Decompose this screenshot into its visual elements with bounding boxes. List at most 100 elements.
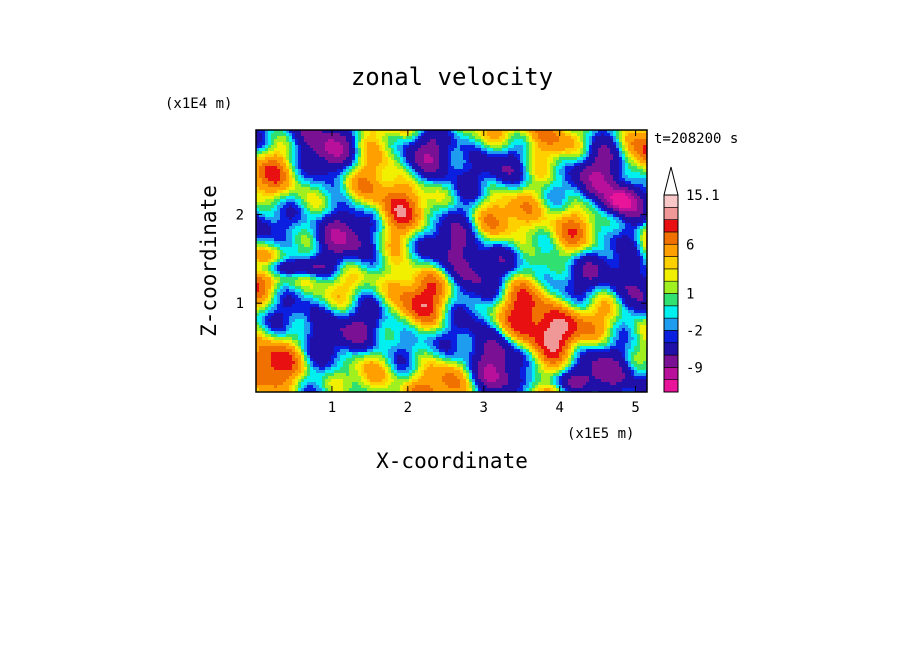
field-cell [538, 160, 542, 164]
field-cell [637, 229, 641, 233]
field-cell [565, 142, 569, 146]
field-cell [625, 187, 629, 191]
field-cell [601, 193, 605, 197]
field-cell [361, 178, 365, 182]
field-cell [388, 205, 392, 209]
field-cell [328, 160, 332, 164]
field-cell [334, 175, 338, 179]
field-cell [526, 178, 530, 182]
field-cell [349, 202, 353, 206]
field-cell [298, 163, 302, 167]
field-cell [307, 193, 311, 197]
field-cell [430, 148, 434, 152]
field-cell [277, 175, 281, 179]
field-cell [493, 235, 497, 239]
field-cell [472, 157, 476, 161]
field-cell [529, 184, 533, 188]
field-cell [457, 166, 461, 170]
field-cell [619, 187, 623, 191]
field-cell [310, 229, 314, 233]
field-cell [271, 163, 275, 167]
field-cell [439, 133, 443, 137]
field-cell [529, 175, 533, 179]
field-cell [385, 229, 389, 233]
field-cell [562, 157, 566, 161]
field-cell [571, 196, 575, 200]
field-cell [538, 139, 542, 143]
field-cell [451, 136, 455, 140]
field-cell [385, 136, 389, 140]
field-cell [286, 142, 290, 146]
field-cell [271, 241, 275, 245]
field-cell [520, 190, 524, 194]
field-cell [355, 196, 359, 200]
field-cell [640, 187, 644, 191]
field-cell [331, 151, 335, 155]
field-cell [541, 184, 545, 188]
field-cell [616, 136, 620, 140]
field-cell [376, 130, 380, 134]
field-cell [589, 205, 593, 209]
field-cell [265, 130, 269, 134]
field-cell [370, 160, 374, 164]
field-cell [634, 145, 638, 149]
field-cell [292, 238, 296, 242]
field-cell [424, 178, 428, 182]
field-cell [286, 208, 290, 212]
field-cell [574, 163, 578, 167]
field-cell [628, 175, 632, 179]
field-cell [469, 151, 473, 155]
field-cell [340, 160, 344, 164]
field-cell [550, 154, 554, 158]
field-cell [397, 199, 401, 203]
field-cell [259, 163, 263, 167]
field-cell [295, 175, 299, 179]
field-cell [340, 163, 344, 167]
field-cell [514, 235, 518, 239]
field-cell [340, 130, 344, 134]
field-cell [343, 142, 347, 146]
field-cell [634, 148, 638, 152]
field-cell [274, 163, 278, 167]
field-cell [610, 148, 614, 152]
field-cell [625, 151, 629, 155]
field-cell [541, 145, 545, 149]
field-cell [355, 208, 359, 212]
field-cell [385, 148, 389, 152]
field-cell [520, 214, 524, 218]
field-cell [493, 241, 497, 245]
field-cell [568, 151, 572, 155]
field-cell [643, 235, 647, 239]
field-cell [439, 172, 443, 176]
field-cell [562, 187, 566, 191]
field-cell [469, 211, 473, 215]
field-cell [466, 241, 470, 245]
field-cell [307, 181, 311, 185]
field-cell [508, 169, 512, 173]
field-cell [301, 205, 305, 209]
field-cell [439, 139, 443, 143]
field-cell [433, 187, 437, 191]
field-cell [256, 133, 260, 137]
field-cell [424, 208, 428, 212]
field-cell [532, 190, 536, 194]
field-cell [271, 232, 275, 236]
field-cell [337, 211, 341, 215]
field-cell [556, 220, 560, 224]
field-cell [337, 145, 341, 149]
field-cell [256, 184, 260, 188]
field-cell [370, 151, 374, 155]
field-cell [487, 211, 491, 215]
field-cell [496, 181, 500, 185]
field-cell [541, 220, 545, 224]
field-cell [499, 139, 503, 143]
field-cell [331, 202, 335, 206]
field-cell [628, 199, 632, 203]
field-cell [532, 160, 536, 164]
field-cell [463, 151, 467, 155]
field-cell [640, 184, 644, 188]
field-cell [604, 193, 608, 197]
field-cell [604, 190, 608, 194]
field-cell [475, 130, 479, 134]
field-cell [448, 214, 452, 218]
